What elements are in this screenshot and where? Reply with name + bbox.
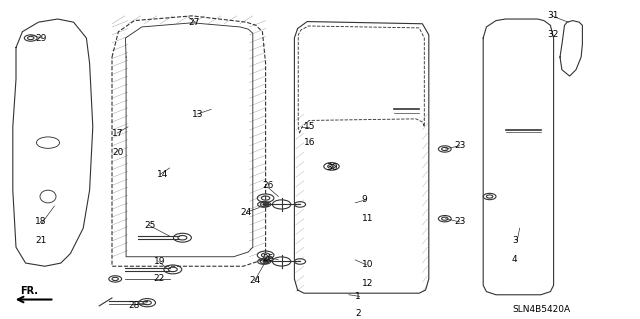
Text: 4: 4 — [512, 256, 518, 264]
Text: 28: 28 — [128, 301, 140, 310]
Text: 15: 15 — [304, 122, 316, 131]
Text: 18: 18 — [35, 217, 47, 226]
Text: 26: 26 — [262, 181, 274, 190]
Text: 24: 24 — [250, 276, 261, 285]
Text: 10: 10 — [362, 260, 373, 269]
Text: 21: 21 — [35, 236, 47, 245]
Text: 14: 14 — [157, 170, 168, 179]
Text: 32: 32 — [547, 30, 559, 39]
Text: 25: 25 — [144, 220, 156, 230]
Text: 17: 17 — [112, 129, 124, 137]
Text: 3: 3 — [512, 236, 518, 245]
Text: 11: 11 — [362, 214, 373, 223]
Text: 22: 22 — [154, 274, 165, 283]
Text: 1: 1 — [355, 292, 361, 301]
Text: 23: 23 — [454, 141, 466, 150]
Text: 2: 2 — [355, 309, 361, 318]
Text: 9: 9 — [362, 195, 367, 204]
Text: 31: 31 — [547, 11, 559, 20]
Text: 24: 24 — [240, 208, 252, 217]
Text: 19: 19 — [154, 257, 165, 266]
Text: 30: 30 — [326, 163, 338, 173]
Text: 12: 12 — [362, 279, 373, 288]
Text: 26: 26 — [262, 254, 274, 263]
Text: SLN4B5420A: SLN4B5420A — [512, 305, 570, 314]
Text: 16: 16 — [304, 138, 316, 147]
Text: 27: 27 — [189, 18, 200, 27]
Text: FR.: FR. — [20, 286, 38, 296]
Text: 13: 13 — [192, 110, 204, 119]
Text: 29: 29 — [35, 33, 47, 42]
Text: 20: 20 — [112, 148, 124, 157]
Text: 23: 23 — [454, 217, 466, 226]
